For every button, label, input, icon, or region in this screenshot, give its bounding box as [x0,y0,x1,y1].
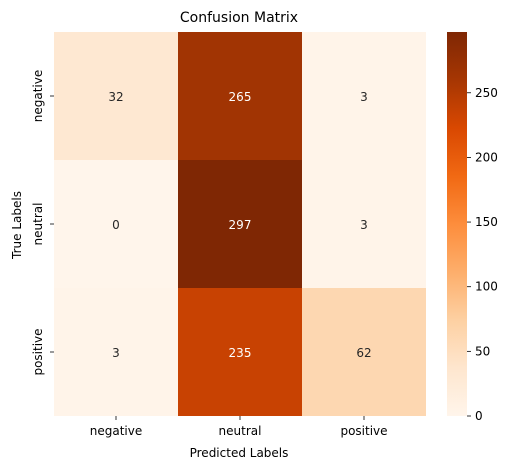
colorbar-tick-label: 250 [475,86,498,100]
x-axis-label: Predicted Labels [190,446,289,460]
heatmap-cell [178,32,302,160]
heatmap-cell [302,32,426,160]
heatmap-cell-labels: 32 265 3 0 297 3 3 235 62 [108,90,371,360]
colorbar [447,32,467,416]
chart-title: Confusion Matrix [180,10,298,26]
cell-value-label: 0 [112,218,120,232]
heatmap-cell [54,32,178,160]
cell-value-label: 3 [112,346,120,360]
heatmap-cell [54,160,178,288]
x-tick-label: negative [90,424,142,438]
x-tick-label: positive [340,424,387,438]
colorbar-ticks: 0 50 100 150 200 250 [467,86,498,423]
y-tick-label: negative [31,70,45,122]
cell-value-label: 297 [229,218,252,232]
heatmap-cell [178,288,302,416]
x-tick-label: neutral [219,424,262,438]
heatmap-cells [54,32,426,416]
colorbar-tick-label: 100 [475,280,498,294]
cell-value-label: 62 [356,346,371,360]
y-tick-label: positive [31,328,45,375]
heatmap-cell [178,160,302,288]
heatmap-cell [54,288,178,416]
colorbar-tick-label: 0 [475,409,483,423]
heatmap-cell [302,288,426,416]
y-axis-ticks: negative neutral positive [31,70,54,376]
cell-value-label: 32 [108,90,123,104]
heatmap-cell [302,160,426,288]
cell-value-label: 3 [360,218,368,232]
y-axis-label: True Labels [10,191,24,260]
cell-value-label: 3 [360,90,368,104]
cell-value-label: 265 [229,90,252,104]
x-axis-ticks: negative neutral positive [90,416,388,438]
y-tick-label: neutral [31,203,45,246]
colorbar-tick-label: 50 [475,344,490,358]
cell-value-label: 235 [229,346,252,360]
colorbar-tick-label: 150 [475,215,498,229]
colorbar-tick-label: 200 [475,150,498,164]
